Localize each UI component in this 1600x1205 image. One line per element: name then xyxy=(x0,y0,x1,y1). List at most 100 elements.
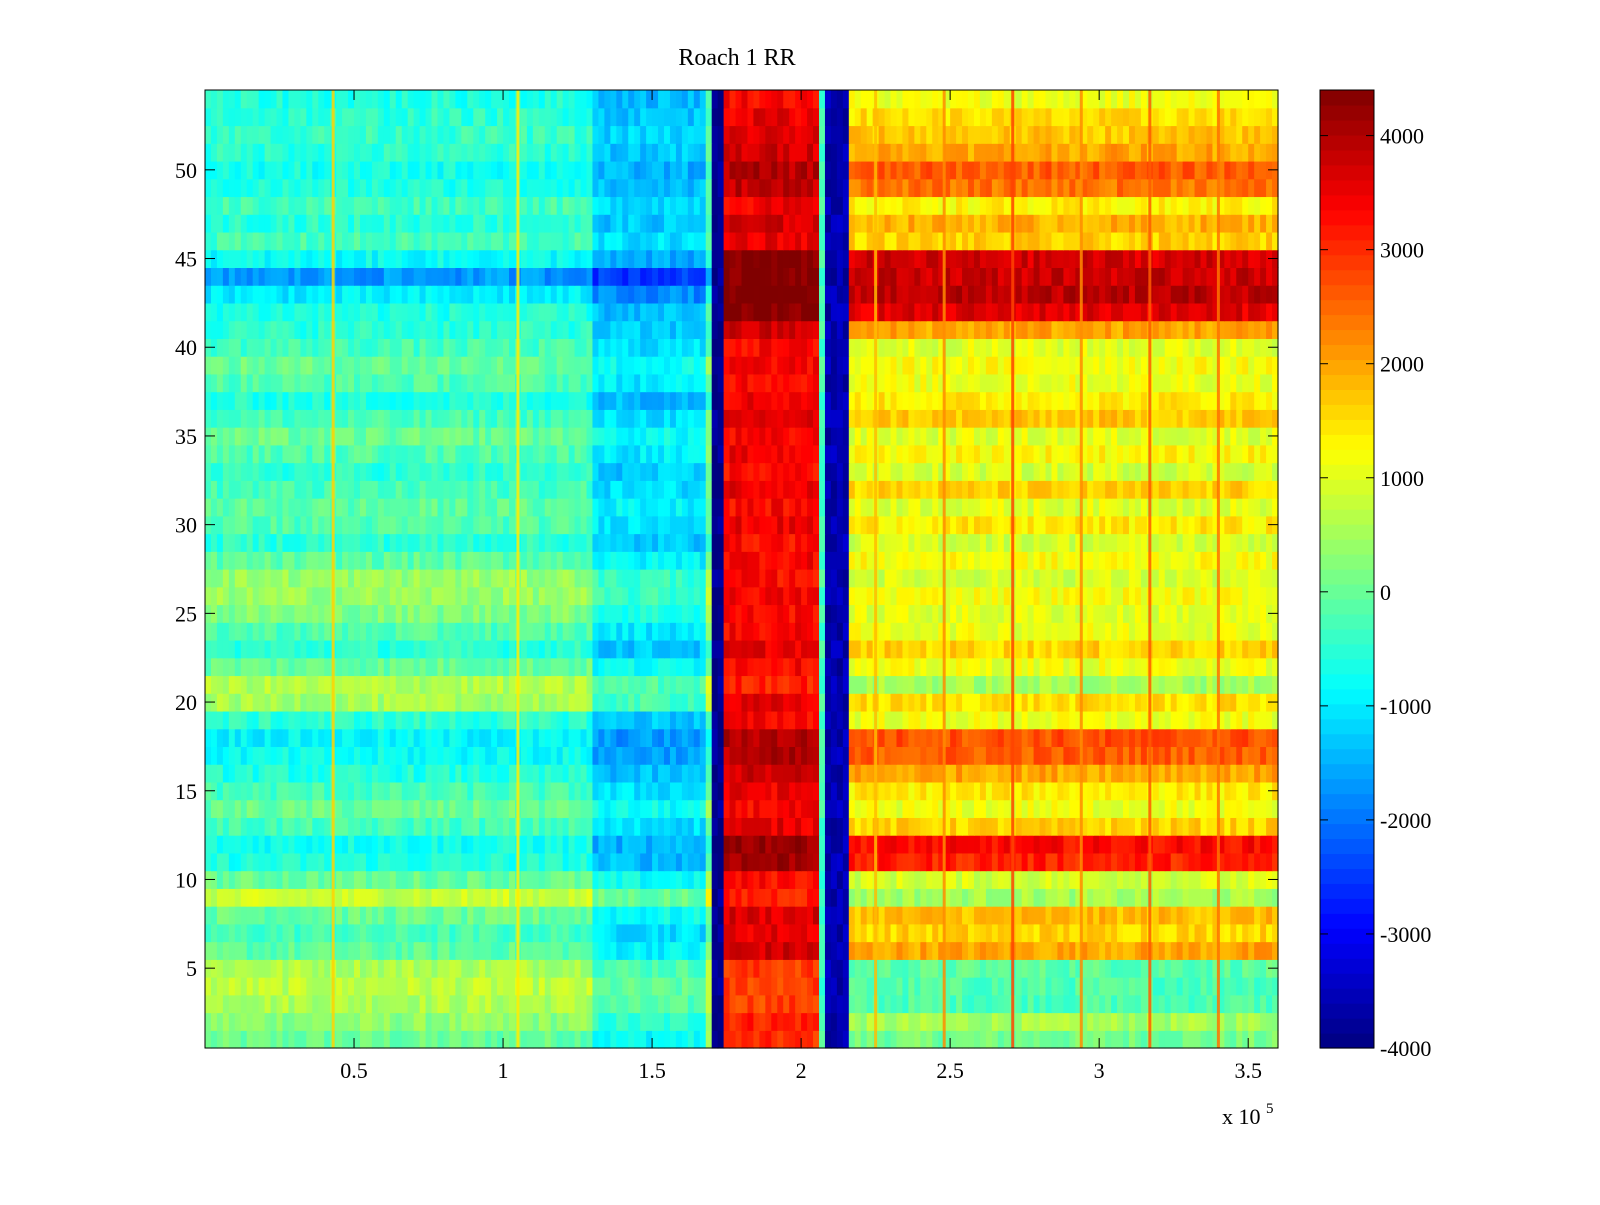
heatmap-cell xyxy=(479,693,486,712)
heatmap-cell xyxy=(205,746,212,765)
heatmap-cell xyxy=(532,923,540,943)
heatmap-cell xyxy=(413,569,421,588)
heatmap-cell xyxy=(395,693,403,712)
heatmap-cell xyxy=(801,906,808,925)
heatmap-cell xyxy=(222,870,230,889)
heatmap-cell xyxy=(717,817,725,836)
heatmap-cell xyxy=(342,622,349,641)
heatmap-cell xyxy=(759,569,766,588)
heatmap-cell xyxy=(866,817,874,836)
heatmap-cell xyxy=(1230,1012,1237,1031)
heatmap-cell xyxy=(896,977,904,996)
heatmap-cell xyxy=(1272,1012,1279,1031)
heatmap-cell xyxy=(455,888,462,907)
heatmap-cell xyxy=(664,906,671,925)
heatmap-cell xyxy=(795,817,802,836)
heatmap-cell xyxy=(395,746,403,765)
heatmap-cell xyxy=(1027,870,1035,889)
heatmap-cell xyxy=(836,835,844,854)
heatmap-cell xyxy=(312,906,319,925)
heatmap-cell xyxy=(836,817,844,836)
heatmap-cell xyxy=(318,1012,325,1031)
heatmap-cell xyxy=(1087,852,1094,872)
heatmap-cell xyxy=(348,959,355,978)
heatmap-cell xyxy=(711,799,719,818)
heatmap-cell xyxy=(568,1030,576,1049)
heatmap-cell xyxy=(628,781,635,801)
heatmap-cell xyxy=(1093,852,1100,872)
heatmap-cell xyxy=(842,693,850,712)
heatmap-cell xyxy=(455,728,462,748)
heatmap-cell xyxy=(1188,941,1196,960)
heatmap-cell xyxy=(419,1012,427,1031)
heatmap-cell xyxy=(1027,746,1035,765)
heatmap-cell xyxy=(1260,1012,1267,1031)
heatmap-cell xyxy=(562,994,570,1014)
heatmap-cell xyxy=(669,710,677,730)
heatmap-cell xyxy=(568,870,576,889)
heatmap-cell xyxy=(818,852,826,872)
heatmap-cell xyxy=(371,1012,379,1031)
heatmap-cell xyxy=(210,657,218,677)
heatmap-cell xyxy=(556,604,564,623)
heatmap-cell xyxy=(556,799,564,818)
heatmap-cell xyxy=(485,586,492,606)
heatmap-cell xyxy=(1075,569,1082,588)
heatmap-cell xyxy=(348,870,355,889)
heatmap-cell xyxy=(592,799,600,818)
heatmap-cell xyxy=(1015,959,1023,978)
heatmap-cell xyxy=(1140,994,1148,1014)
heatmap-cell xyxy=(336,746,343,765)
heatmap-cell xyxy=(991,622,999,641)
heatmap-cell xyxy=(628,977,635,996)
heatmap-cell xyxy=(616,657,623,677)
heatmap-cell xyxy=(252,781,260,801)
heatmap-cell xyxy=(717,551,725,570)
heatmap-cell xyxy=(705,977,713,996)
heatmap-cell xyxy=(950,888,957,907)
heatmap-cell xyxy=(365,604,373,623)
heatmap-cell xyxy=(944,994,951,1014)
heatmap-cell xyxy=(753,710,760,730)
heatmap-cell xyxy=(246,764,254,783)
heatmap-cell xyxy=(365,835,373,854)
heatmap-cell xyxy=(705,622,713,641)
heatmap-cell xyxy=(1105,923,1112,943)
heatmap-cell xyxy=(1248,781,1255,801)
heatmap-cell xyxy=(264,888,272,907)
heatmap-cell xyxy=(568,693,576,712)
heatmap-cell xyxy=(473,906,480,925)
heatmap-cell xyxy=(795,657,802,677)
heatmap-cell xyxy=(592,657,600,677)
heatmap-cell xyxy=(747,817,755,836)
heatmap-cell xyxy=(1075,639,1082,659)
heatmap-cell xyxy=(681,764,689,783)
heatmap-cell xyxy=(1123,693,1130,712)
heatmap-cell xyxy=(389,817,397,836)
heatmap-cell xyxy=(395,569,403,588)
heatmap-cell xyxy=(669,923,677,943)
heatmap-cell xyxy=(1158,799,1166,818)
heatmap-cell xyxy=(962,746,969,765)
heatmap-cell xyxy=(1027,799,1035,818)
heatmap-cell xyxy=(1057,835,1064,854)
heatmap-cell xyxy=(258,799,266,818)
heatmap-cell xyxy=(1015,622,1023,641)
heatmap-cell xyxy=(634,746,641,765)
heatmap-cell xyxy=(920,906,927,925)
heatmap-cell xyxy=(1176,586,1184,606)
heatmap-cell xyxy=(747,852,755,872)
heatmap-cell xyxy=(473,710,480,730)
heatmap-cell xyxy=(890,817,898,836)
heatmap-cell xyxy=(640,639,647,659)
heatmap-cell xyxy=(1069,693,1076,712)
heatmap-cell xyxy=(914,586,921,606)
heatmap-cell xyxy=(497,604,504,623)
heatmap-cell xyxy=(312,746,319,765)
heatmap-cell xyxy=(348,888,355,907)
heatmap-cell xyxy=(1111,586,1118,606)
heatmap-cell xyxy=(884,569,892,588)
heatmap-cell xyxy=(771,728,778,748)
heatmap-cell xyxy=(294,870,301,889)
heatmap-cell xyxy=(497,1030,504,1049)
